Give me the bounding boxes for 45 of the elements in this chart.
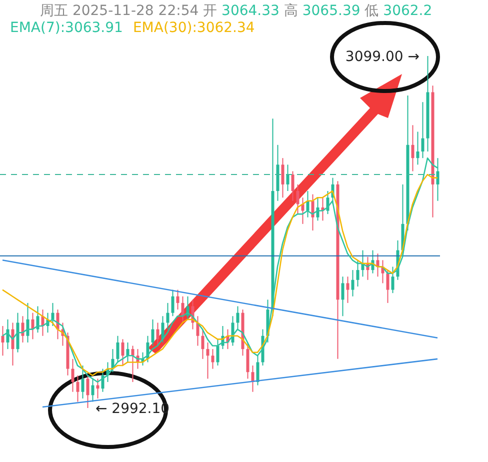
candlestick — [126, 342, 130, 363]
candlestick — [51, 302, 54, 327]
candlestick — [421, 102, 424, 159]
candlestick — [36, 306, 40, 334]
candlestick — [351, 270, 354, 297]
candlestick — [286, 164, 290, 192]
candlestick — [246, 342, 250, 380]
candlestick — [176, 289, 180, 310]
candlestick — [201, 328, 204, 360]
candlestick — [86, 374, 90, 408]
candlestick — [151, 318, 154, 346]
candlestick — [116, 335, 120, 363]
candlestick — [386, 270, 390, 304]
candlestick — [166, 302, 170, 330]
candlestick — [96, 378, 100, 399]
candlestick — [236, 306, 240, 330]
candlestick — [26, 302, 30, 343]
candlestick — [161, 316, 164, 343]
text: EMA(30):3062.34 — [132, 20, 255, 36]
candlestick — [71, 358, 74, 392]
annotation: 3099.00 → — [345, 48, 420, 65]
candlestick — [121, 338, 124, 366]
candlestick — [211, 348, 214, 370]
candlestick — [216, 338, 220, 366]
candlestick — [411, 124, 414, 172]
candlestick — [181, 296, 184, 324]
candlestick — [76, 374, 80, 402]
candlestick — [296, 184, 300, 215]
candlestick — [131, 345, 134, 382]
text: EMA(7):3063.91 — [10, 20, 123, 36]
candlestick — [301, 197, 304, 224]
candlestick — [391, 266, 394, 294]
candlestick — [341, 276, 344, 317]
candlestick — [346, 276, 350, 304]
candlestick — [376, 253, 380, 278]
candlestick — [281, 158, 284, 198]
candlestick — [291, 170, 294, 202]
candlestick — [21, 316, 24, 343]
candlestick — [156, 322, 160, 346]
candlestick — [1, 326, 4, 356]
candlestick — [416, 131, 420, 166]
chart-title: 周五 2025-11-28 22:54 开 3064.33 高 3065.39 低 3062.2 — [40, 3, 432, 19]
candlestick — [356, 260, 360, 287]
candlestick — [206, 342, 210, 380]
candlestick — [171, 289, 174, 317]
